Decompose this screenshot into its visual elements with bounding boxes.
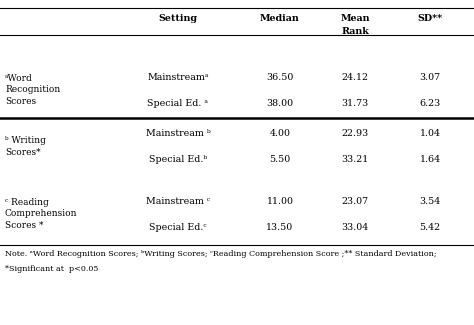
Text: 3.54: 3.54 (419, 197, 441, 205)
Text: Median: Median (260, 14, 300, 23)
Text: Rank: Rank (341, 27, 369, 36)
Text: ᵇ Writing
Scores*: ᵇ Writing Scores* (5, 136, 46, 157)
Text: 33.04: 33.04 (341, 223, 369, 231)
Text: 33.21: 33.21 (341, 155, 369, 164)
Text: 13.50: 13.50 (266, 223, 293, 231)
Text: Special Ed.ᶜ: Special Ed.ᶜ (149, 223, 207, 231)
Text: Special Ed.ᵇ: Special Ed.ᵇ (149, 155, 207, 164)
Text: 5.42: 5.42 (419, 223, 440, 231)
Text: 1.04: 1.04 (419, 128, 440, 137)
Text: Mainstreamᵃ: Mainstreamᵃ (147, 72, 209, 82)
Text: *Significant at  p<0.05: *Significant at p<0.05 (5, 265, 99, 273)
Text: 22.93: 22.93 (341, 128, 369, 137)
Text: 5.50: 5.50 (269, 155, 291, 164)
Text: SD**: SD** (418, 14, 443, 23)
Text: 4.00: 4.00 (270, 128, 291, 137)
Text: 36.50: 36.50 (266, 72, 294, 82)
Text: 6.23: 6.23 (419, 98, 441, 108)
Text: 3.07: 3.07 (419, 72, 440, 82)
Text: 11.00: 11.00 (266, 197, 293, 205)
Text: 1.64: 1.64 (419, 155, 440, 164)
Text: ᶜ Reading
Comprehension
Scores *: ᶜ Reading Comprehension Scores * (5, 198, 78, 230)
Text: Note. ᵃWord Recognition Scores; ᵇWriting Scores; ᶜReading Comprehension Score ;*: Note. ᵃWord Recognition Scores; ᵇWriting… (5, 250, 437, 258)
Text: Special Ed. ᵃ: Special Ed. ᵃ (147, 98, 209, 108)
Text: Setting: Setting (158, 14, 198, 23)
Text: ᵃWord
Recognition
Scores: ᵃWord Recognition Scores (5, 74, 60, 106)
Text: 31.73: 31.73 (341, 98, 369, 108)
Text: 38.00: 38.00 (266, 98, 293, 108)
Text: Mainstream ᶜ: Mainstream ᶜ (146, 197, 210, 205)
Text: 24.12: 24.12 (341, 72, 368, 82)
Text: Mainstream ᵇ: Mainstream ᵇ (146, 128, 210, 137)
Text: Mean: Mean (340, 14, 370, 23)
Text: 23.07: 23.07 (341, 197, 369, 205)
